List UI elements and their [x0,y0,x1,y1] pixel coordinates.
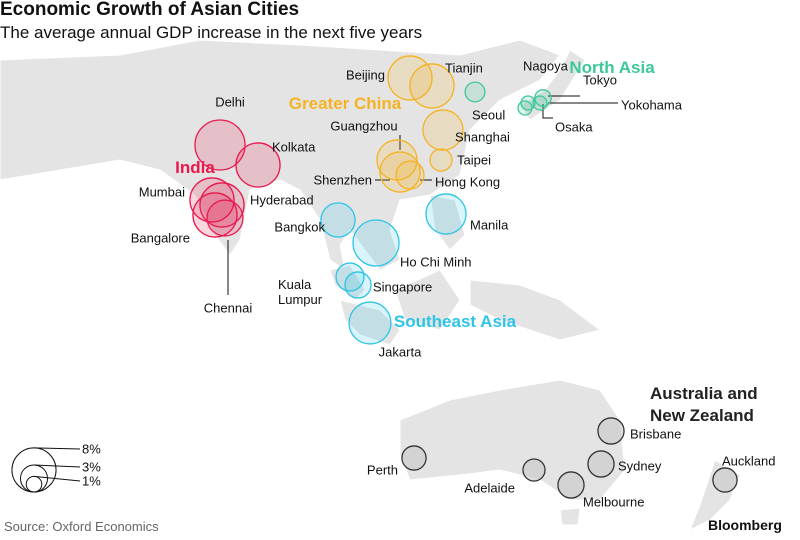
legend-leader [33,464,81,468]
city-bubble [587,450,615,478]
city-bubble [206,199,244,237]
city-bubble [429,148,453,172]
city-bubble [379,151,421,193]
city-bubble [597,417,625,445]
city-bubble [320,202,356,238]
city-label: Mumbai [138,184,185,200]
city-bubble [422,109,464,151]
city-bubble [235,142,281,188]
city-label: Kolkata [272,139,316,155]
city-bubble [464,81,486,103]
city-label: Hyderabad [250,192,314,208]
city-bubble [352,219,400,267]
city-label: Tokyo [583,72,617,88]
city-label: Yokohama [621,97,682,113]
legend-bubble [19,464,49,493]
city-bubble [344,271,372,299]
city-bubble [532,95,548,111]
city-bubble [395,160,425,190]
city-label: Bangalore [130,230,190,246]
legend-leader [33,475,81,482]
city-label: Singapore [373,279,433,295]
city-label: Perth [366,462,398,478]
city-label: Taipei [457,152,491,168]
city-label: Sydney [618,458,662,474]
region-label: North Asia [569,58,655,77]
city-label: Guangzhou [330,118,398,134]
city-label: Manila [470,217,509,233]
city-label: Jakarta [378,344,422,360]
city-label: Auckland [722,453,776,469]
city-label: Shenzhen [313,172,372,188]
legend-label: 8% [82,441,101,457]
city-label: Bangkok [274,219,325,235]
city-bubble [522,458,546,482]
city-bubble [194,119,246,171]
city-bubble [517,100,533,116]
title: Economic Growth of Asian Cities [0,0,300,20]
source: Source: Oxford Economics [4,519,159,534]
city-label: Seoul [472,107,506,123]
city-bubble [409,63,455,109]
city-label: Adelaide [464,480,515,496]
city-label: Brisbane [630,426,682,442]
city-bubble [557,471,585,499]
city-label: Delhi [215,94,245,110]
legend-leader [33,447,81,450]
city-label: Hong Kong [435,174,501,190]
city-bubble [348,301,392,345]
city-bubble [192,192,238,238]
region-label: Greater China [288,94,402,113]
city-bubble [335,262,365,292]
city-bubble [401,445,427,471]
city-bubble [712,467,738,493]
legend-label: 3% [82,459,101,475]
city-label: Beijing [345,67,385,83]
city-label: Ho Chi Minh [400,254,472,270]
legend-label: 1% [82,473,101,489]
city-bubble [199,182,245,228]
region-label: Australia and New Zealand [650,384,758,425]
city-label: Chennai [203,300,253,316]
city-bubble [425,193,467,235]
subtitle: The average annual GDP increase in the n… [0,23,423,42]
city-label: Tianjin [445,60,483,76]
city-label: Kuala Lumpur [278,277,323,307]
legend-bubble [11,447,57,493]
city-label: Melbourne [583,494,645,510]
region-label: Southeast Asia [393,312,517,331]
city-label: Osaka [555,119,593,135]
city-label: Shanghai [455,129,510,145]
city-label: Nagoya [523,58,568,74]
legend-bubble [25,475,43,493]
region-label: India [175,158,215,177]
brand: Bloomberg [708,517,782,533]
